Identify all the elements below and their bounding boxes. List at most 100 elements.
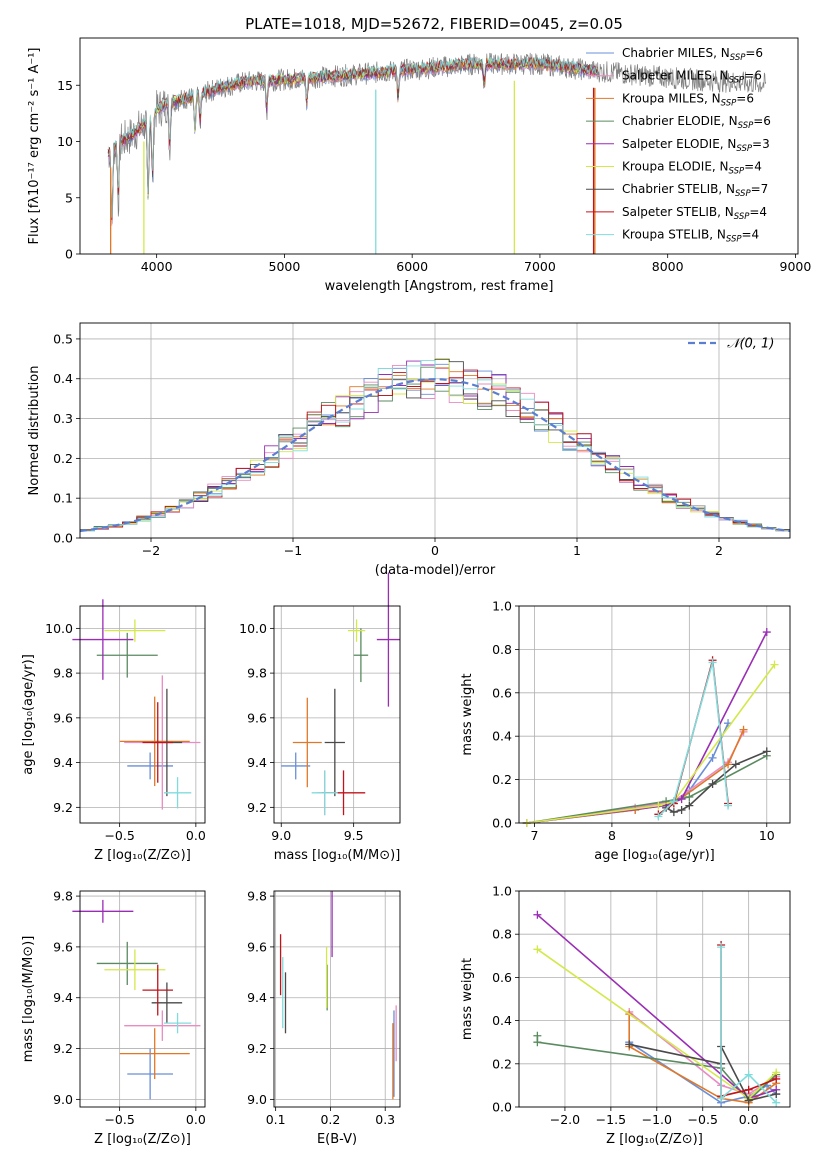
legend-label-main: Kroupa STELIB, N (622, 228, 726, 242)
legend-label-main: Chabrier ELODIE, N (622, 114, 738, 128)
model-line-chabrier-miles (107, 60, 598, 223)
x-tick-label: 9000 (780, 259, 812, 274)
x-tick-label: 0.0 (739, 1112, 759, 1127)
weight-marker (685, 801, 694, 810)
x-tick-label: 6000 (396, 259, 428, 274)
panel-mass_vs_ebv: 0.1 0.2 0.3 9.0 9.2 9.4 9.6 9.8 E(B-V) (247, 889, 401, 1147)
weight-line-kroupa-stelib (720, 947, 777, 1104)
weight-marker (772, 1074, 781, 1083)
errorbar-point-chabrier-miles (127, 752, 173, 780)
panel-age_vs_mass: 9.0 9.5 9.2 9.4 9.6 9.8 10.0 mass [log₁₀(M/M⊙)] (239, 572, 401, 863)
weight-marker (770, 660, 779, 669)
weight-marker (762, 628, 771, 637)
x-tick-label: 7000 (524, 259, 556, 274)
errorbar-point-salpeter-elodie (72, 899, 134, 923)
y-tick-label: 0.0 (492, 816, 512, 831)
weight-marker (625, 1040, 634, 1049)
y-tick-label: 0.8 (492, 642, 512, 657)
x-tick-label: 1 (573, 543, 581, 558)
x-tick-label: 4000 (141, 259, 173, 274)
errorbar-point-salpeter-elodie (72, 599, 134, 680)
weight-marker (654, 801, 663, 810)
errorbar-point-salpeter-stelib (142, 702, 173, 783)
y-tick-label: 1.0 (492, 599, 512, 614)
x-tick-label: −0.5 (688, 1112, 718, 1127)
y-tick-label: 9.2 (247, 800, 267, 815)
x-axis-label: age [log₁₀(age/yr)] (594, 848, 715, 863)
legend-label-subscript: SSP (738, 121, 754, 131)
axes-frame (79, 37, 799, 255)
y-axis-label: mass weight (460, 958, 475, 1040)
errorbar-point-salpeter-miles (124, 1010, 201, 1041)
panel-weight_vs_age: 7 8 9 10 0.0 0.2 0.4 0.6 0.8 1.0 age [log₁₀(age/yr… (460, 599, 791, 863)
y-tick-label: 10 (57, 134, 73, 149)
x-tick-label: 9.5 (344, 828, 364, 843)
y-tick-label: 9.8 (247, 889, 267, 904)
weight-marker (744, 1096, 753, 1105)
legend-label-normal: 𝒩(0, 1) (727, 337, 774, 352)
y-tick-label: 9.0 (53, 1092, 73, 1107)
y-tick-label: 9.6 (53, 939, 73, 954)
panel-mass_vs_Z: −0.5 0.0 9.0 9.2 9.4 9.6 9.8 Z [log₁₀(Z/Z⊙)] mas… (21, 889, 206, 1147)
x-tick-label: −2.0 (550, 1112, 580, 1127)
legend-label-value: =4 (749, 205, 767, 219)
axes-frame (79, 322, 791, 539)
plot-area-mass_vs_Z (72, 899, 201, 1100)
axes-frame (518, 890, 791, 1108)
y-tick-label: 0 (65, 247, 73, 262)
errorbar-point-chabrier-elodie (96, 632, 158, 678)
errorbar-point-kroupa-stelib (311, 770, 338, 816)
x-tick-label: 0.1 (266, 1112, 286, 1127)
legend-label-subscript: SSP (730, 53, 746, 63)
weight-marker (772, 1098, 781, 1107)
legend-label-main: Chabrier MILES, N (622, 46, 730, 60)
y-tick-label: 0.6 (492, 685, 512, 700)
figure-title: PLATE=1018, MJD=52672, FIBERID=0045, z=0… (245, 15, 623, 33)
legend-label-value: =7 (751, 182, 769, 196)
legend-label-subscript: SSP (736, 144, 752, 154)
x-tick-label: −0.5 (104, 828, 134, 843)
weight-marker (685, 792, 694, 801)
legend-label-kroupa-stelib: Kroupa STELIB, NSSP=4 (622, 228, 759, 245)
legend-label-main: Kroupa ELODIE, N (622, 160, 729, 174)
errorbar-point-kroupa-elodie (347, 619, 366, 642)
x-tick-label: 0.0 (186, 828, 206, 843)
weight-marker (731, 760, 740, 769)
x-tick-label: −1.5 (596, 1112, 626, 1127)
y-tick-label: 9.4 (247, 755, 267, 770)
weight-marker (669, 797, 678, 806)
y-axis-label: mass [log₁₀(M/M⊙)] (21, 936, 36, 1063)
legend-label-value: =4 (744, 160, 762, 174)
y-tick-label: 9.2 (53, 1041, 73, 1056)
model-line-chabrier-elodie (107, 58, 598, 217)
legend-label-value: =6 (745, 46, 763, 60)
x-axis-label: wavelength [Angstrom, rest frame] (325, 279, 554, 294)
plot-area-weight_vs_Z (533, 910, 781, 1107)
weight-marker (724, 760, 733, 769)
weight-marker (654, 812, 663, 821)
weight-marker (744, 1070, 753, 1079)
weight-marker (744, 1085, 753, 1094)
x-axis-label: E(B-V) (317, 1132, 357, 1147)
weight-marker (762, 747, 771, 756)
legend-label-chabrier-stelib: Chabrier STELIB, NSSP=7 (622, 182, 768, 199)
axes-frame (79, 890, 206, 1108)
y-tick-label: 0.3 (53, 411, 73, 426)
weight-marker (669, 808, 678, 817)
errorbar-point-chabrier-stelib (151, 982, 183, 1024)
y-tick-label: 9.2 (53, 800, 73, 815)
plot-area-residuals (79, 358, 791, 533)
x-tick-label: 0 (431, 543, 439, 558)
legend-label-main: Kroupa MILES, N (622, 91, 721, 105)
model-line-salpeter-stelib (107, 56, 598, 221)
y-tick-label: 1.0 (492, 884, 512, 899)
legend-label-subscript: SSP (735, 189, 751, 199)
x-tick-label: 2 (715, 543, 723, 558)
errorbar-point-salpeter-stelib (142, 964, 173, 1016)
legend-label-chabrier-miles: Chabrier MILES, NSSP=6 (622, 46, 763, 63)
y-tick-label: 0.4 (492, 1013, 512, 1028)
x-tick-label: 9 (685, 828, 693, 843)
legend-label-value: =4 (742, 228, 760, 242)
